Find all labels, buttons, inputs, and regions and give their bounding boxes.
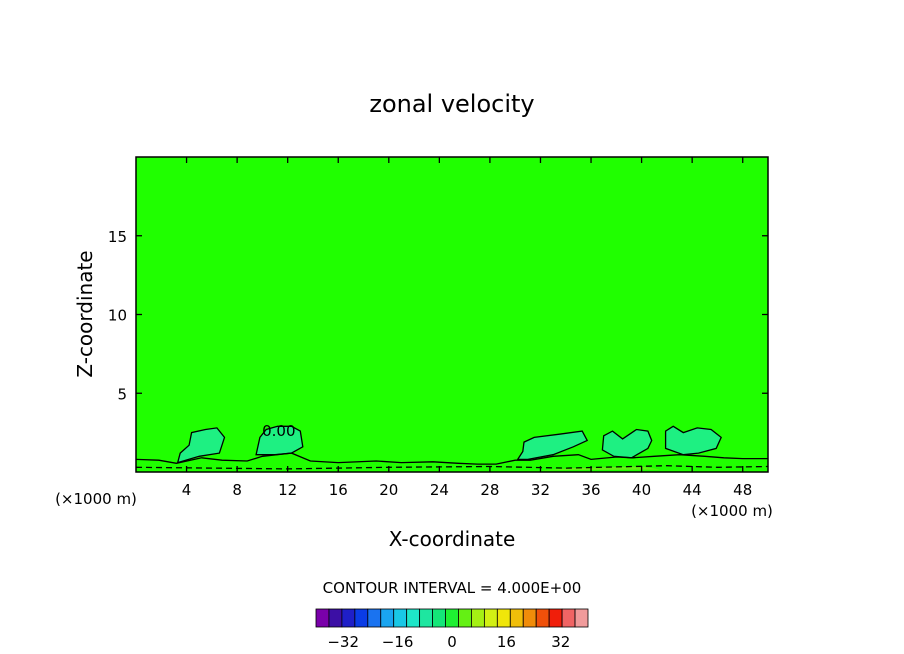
colorbar-swatch <box>432 608 446 628</box>
colorbar-tick-label: −16 <box>382 633 414 651</box>
y-axis-ticks: 5 10 15 <box>108 228 768 403</box>
chart-title: zonal velocity <box>369 90 534 118</box>
colorbar-swatch <box>445 608 459 628</box>
colorbar-swatch <box>458 608 472 628</box>
x-tick-label: 44 <box>683 481 702 499</box>
y-tick-label: 10 <box>108 307 127 325</box>
colorbar-swatch <box>535 608 550 628</box>
colorbar-swatch <box>406 608 421 628</box>
contour-region-5 <box>664 425 723 456</box>
colorbar-swatch <box>354 608 369 628</box>
colorbar-tick-label: 0 <box>447 633 457 651</box>
colorbar-swatch <box>367 608 382 628</box>
x-tick-label: 32 <box>531 481 550 499</box>
x-tick-label: 24 <box>430 481 449 499</box>
x-unit-label-right: (×1000 m) <box>691 502 773 520</box>
colorbar-swatch <box>315 608 330 628</box>
colorbar-swatch <box>471 608 485 628</box>
contour-label: 0.00 <box>262 422 295 440</box>
colorbar-swatch <box>393 608 408 628</box>
x-tick-label: 36 <box>581 481 600 499</box>
x-tick-label: 8 <box>232 481 242 499</box>
x-unit-label-left: (×1000 m) <box>55 490 137 508</box>
x-axis-ticks: 4 8 12 16 20 24 28 32 36 40 44 48 <box>182 157 752 499</box>
x-tick-label: 48 <box>733 481 752 499</box>
colorbar-swatch <box>522 608 537 628</box>
y-tick-label: 5 <box>117 385 127 403</box>
contour-interval-text: CONTOUR INTERVAL = 4.000E+00 <box>323 579 582 597</box>
colorbar-swatch <box>341 608 356 628</box>
x-tick-label: 28 <box>480 481 499 499</box>
x-tick-label: 40 <box>632 481 651 499</box>
x-axis-label: X-coordinate <box>389 527 516 551</box>
velocity-field-background <box>136 157 768 472</box>
contour-region-1 <box>176 427 226 464</box>
colorbar-tick-label: 16 <box>497 633 516 651</box>
contour-regions <box>176 425 723 471</box>
x-tick-label: 16 <box>329 481 348 499</box>
colorbar-swatch <box>419 608 433 628</box>
contour-region-6 <box>540 466 661 471</box>
colorbar <box>315 608 589 628</box>
y-tick-label: 15 <box>108 228 127 246</box>
colorbar-swatch <box>509 608 524 628</box>
colorbar-swatch <box>574 608 589 628</box>
colorbar-tick-labels: −32 −16 0 16 32 <box>327 633 570 651</box>
contour-region-3 <box>516 430 589 461</box>
colorbar-swatch <box>483 608 498 628</box>
colorbar-swatch <box>561 608 576 628</box>
x-tick-label: 12 <box>278 481 297 499</box>
contour-labels: 0.00 <box>262 422 295 440</box>
x-tick-label: 20 <box>379 481 398 499</box>
y-axis-label: Z-coordinate <box>73 250 97 377</box>
colorbar-tick-label: −32 <box>327 633 359 651</box>
colorbar-swatch <box>328 608 343 628</box>
colorbar-swatch <box>548 608 563 628</box>
x-tick-label: 4 <box>182 481 192 499</box>
colorbar-swatch <box>496 608 511 628</box>
colorbar-tick-label: 32 <box>551 633 570 651</box>
zero-contour-surface <box>135 452 768 465</box>
colorbar-swatch <box>380 608 395 628</box>
